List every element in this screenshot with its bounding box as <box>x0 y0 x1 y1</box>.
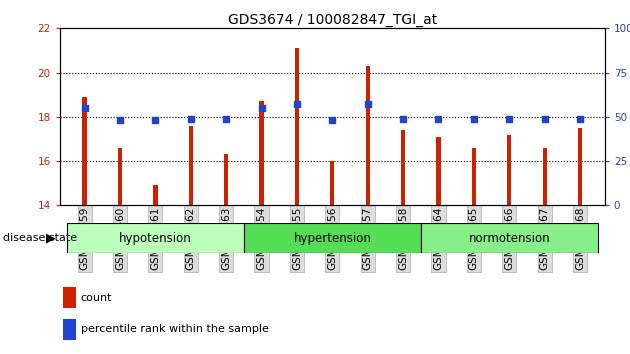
Point <box>398 116 408 121</box>
Bar <box>153 185 158 205</box>
Point <box>540 116 550 121</box>
Point <box>363 102 373 107</box>
Bar <box>330 161 335 205</box>
Text: disease state: disease state <box>3 233 77 243</box>
Point <box>328 118 338 123</box>
Bar <box>295 48 299 205</box>
Point <box>186 116 196 121</box>
Bar <box>244 223 421 253</box>
Point <box>504 116 514 121</box>
Title: GDS3674 / 100082847_TGI_at: GDS3674 / 100082847_TGI_at <box>227 13 437 27</box>
Bar <box>437 137 440 205</box>
Point <box>469 116 479 121</box>
Bar <box>401 130 405 205</box>
Point <box>256 105 266 111</box>
Bar <box>542 148 547 205</box>
Text: hypotension: hypotension <box>119 232 192 245</box>
Point <box>151 118 161 123</box>
Bar <box>365 66 370 205</box>
Text: percentile rank within the sample: percentile rank within the sample <box>81 324 269 334</box>
Text: count: count <box>81 293 112 303</box>
Bar <box>260 101 264 205</box>
Bar <box>507 135 512 205</box>
Bar <box>188 126 193 205</box>
Point <box>79 105 89 111</box>
Point <box>115 118 125 123</box>
Bar <box>83 97 87 205</box>
Text: normotension: normotension <box>469 232 550 245</box>
Bar <box>63 319 76 340</box>
Bar <box>67 223 244 253</box>
Point <box>433 116 444 121</box>
Bar <box>224 154 228 205</box>
Bar <box>472 148 476 205</box>
Text: hypertension: hypertension <box>294 232 371 245</box>
Bar <box>421 223 598 253</box>
Point <box>221 116 231 121</box>
Point <box>292 102 302 107</box>
Bar <box>63 287 76 308</box>
Text: ▶: ▶ <box>46 232 55 244</box>
Bar <box>578 128 582 205</box>
Point <box>575 116 585 121</box>
Bar <box>118 148 122 205</box>
